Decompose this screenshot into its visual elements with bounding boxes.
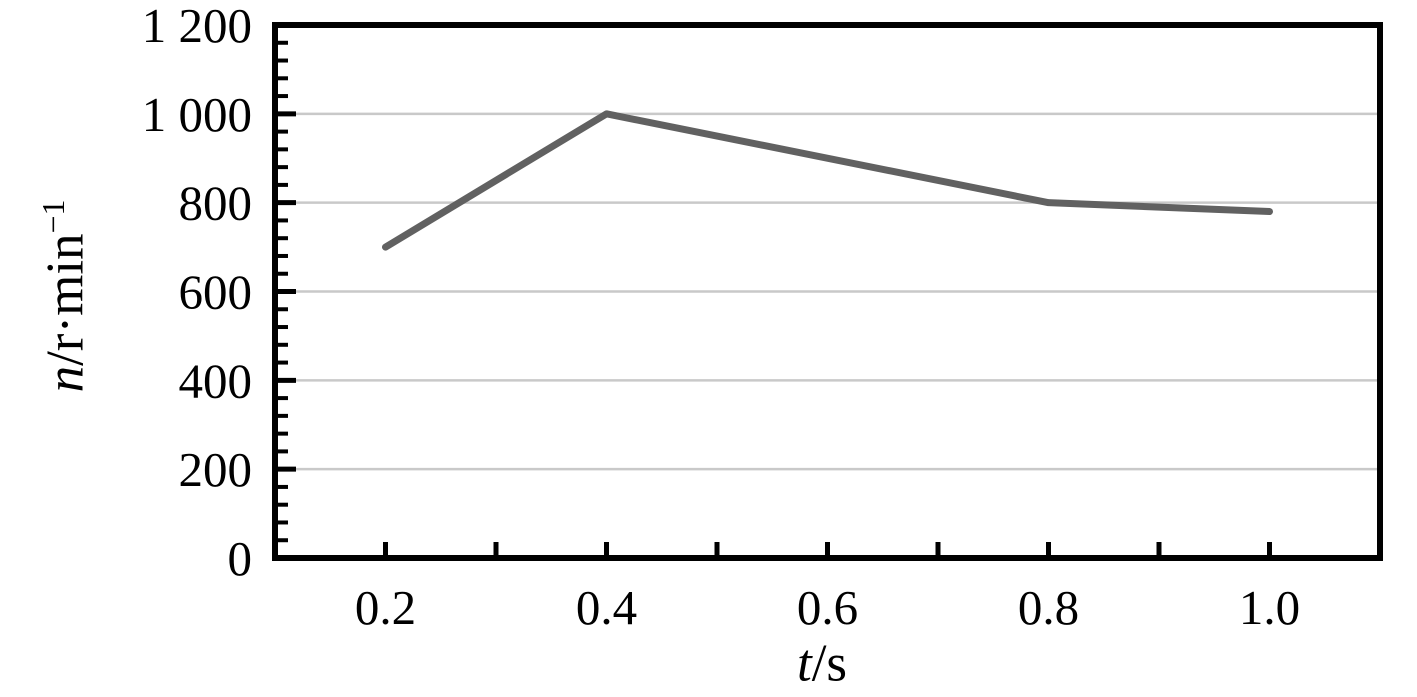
- y-tick-label: 400: [179, 353, 253, 408]
- y-axis-variable: n: [36, 365, 95, 393]
- y-axis-exponent: −1: [35, 199, 71, 234]
- data-line: [382, 110, 1273, 251]
- plot-frame: [272, 22, 1383, 561]
- x-axis-title: t/s: [796, 634, 848, 693]
- y-tick-label: 1 000: [142, 87, 252, 142]
- y-tick-label: 0: [228, 531, 253, 586]
- x-tick-label: 0.6: [797, 580, 858, 635]
- x-tick-label: 0.4: [576, 580, 637, 635]
- y-tick-label: 800: [179, 176, 253, 231]
- x-axis-unit: /s: [811, 634, 848, 693]
- y-tick-label: 200: [179, 442, 253, 497]
- x-tick-label: 0.8: [1018, 580, 1079, 635]
- y-axis-unit: /r·min: [36, 233, 95, 366]
- x-axis-variable: t: [796, 634, 812, 693]
- y-tick-label: 600: [179, 265, 253, 320]
- y-tick-label: 1 200: [142, 0, 252, 53]
- x-tick-label: 1.0: [1239, 580, 1300, 635]
- x-tick-label: 0.2: [355, 580, 416, 635]
- y-axis-title: n/r·min−1: [36, 200, 95, 393]
